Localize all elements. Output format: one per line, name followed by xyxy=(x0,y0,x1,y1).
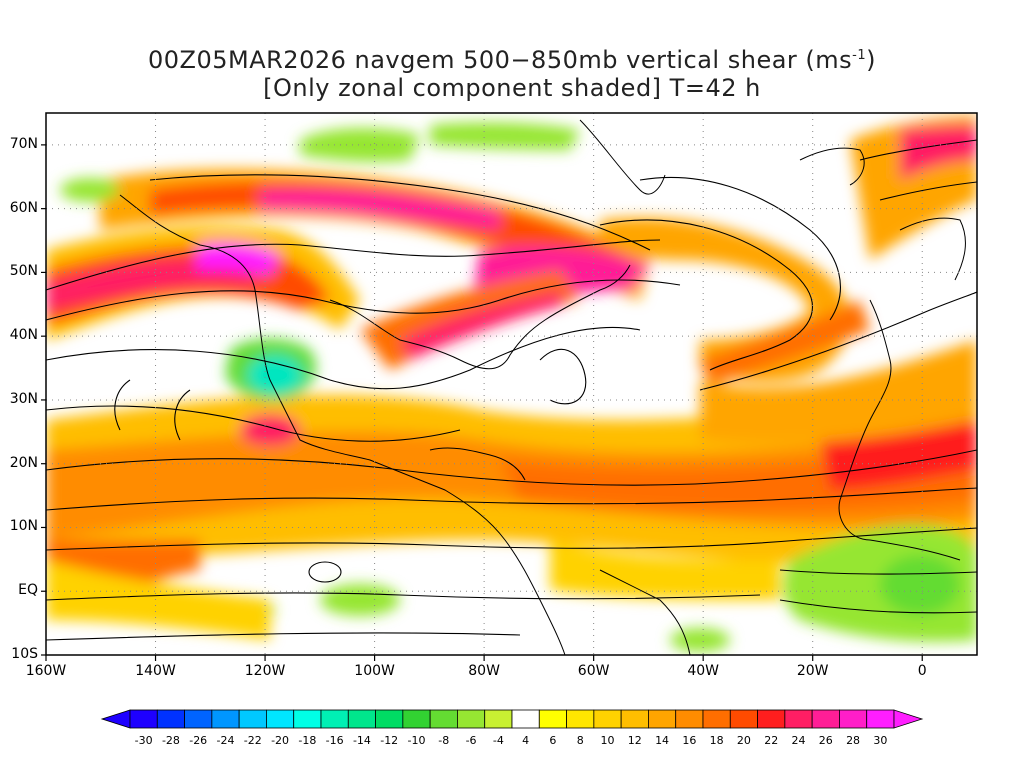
colorbar-tick-label: -20 xyxy=(271,734,290,747)
colorbar-swatch xyxy=(266,709,295,729)
colorbar-swatch xyxy=(156,709,185,729)
colorbar-swatch xyxy=(129,709,158,729)
lat-label: 30N xyxy=(9,390,38,407)
colorbar-tick-label: 28 xyxy=(846,734,861,747)
colorbar-tick-label: -12 xyxy=(380,734,399,747)
colorbar-tick-label: 18 xyxy=(709,734,724,747)
colorbar-tick-label: -16 xyxy=(325,734,344,747)
lon-label: 140W xyxy=(135,663,176,679)
colorbar-tick-label: 6 xyxy=(549,734,557,747)
colorbar-swatch xyxy=(593,709,622,729)
lat-label: EQ xyxy=(18,582,38,599)
colorbar-swatch xyxy=(347,709,376,729)
colorbar-swatch xyxy=(375,709,404,729)
colorbar-tick-label: 20 xyxy=(736,734,751,747)
lat-label: 10S xyxy=(11,646,38,662)
colorbar-tick-label: 24 xyxy=(791,734,806,747)
colorbar-tick-label: -26 xyxy=(189,734,208,747)
colorbar-min-arrow xyxy=(100,709,131,729)
colorbar-tick-label: 16 xyxy=(682,734,697,747)
colorbar-swatch xyxy=(484,709,513,729)
lon-label: 60W xyxy=(577,663,610,679)
colorbar-tick-label: 22 xyxy=(764,734,779,747)
colorbar-tick-label: 10 xyxy=(600,734,615,747)
streamlines xyxy=(46,139,977,641)
lon-label: 80W xyxy=(468,663,500,679)
colorbar-tick-label: -28 xyxy=(161,734,180,747)
colorbar-swatch xyxy=(457,709,486,729)
colorbar-swatch xyxy=(566,709,595,729)
colorbar-tick-label: 4 xyxy=(522,734,530,747)
lat-label: 20N xyxy=(9,454,38,471)
lat-label: 70N xyxy=(9,135,38,152)
colorbar-tick-label: -30 xyxy=(134,734,153,747)
lon-label: 120W xyxy=(244,663,286,679)
colorbar-swatch xyxy=(511,709,540,729)
plot-frame xyxy=(45,112,978,656)
colorbar-tick-label: -24 xyxy=(216,734,235,747)
colorbar-tick-label: -10 xyxy=(407,734,426,747)
colorbar-swatch xyxy=(211,709,240,729)
colorbar-tick-label: 14 xyxy=(655,734,670,747)
lat-label: 60N xyxy=(9,199,38,216)
graticule xyxy=(46,113,977,655)
colorbar-swatch xyxy=(784,709,813,729)
chart-title-line2: [Only zonal component shaded] T=42 h xyxy=(263,74,761,102)
colorbar-swatch xyxy=(402,709,431,729)
colorbar-swatch xyxy=(238,709,267,729)
colorbar-swatch xyxy=(839,709,868,729)
colorbar-swatch xyxy=(320,709,349,729)
lon-label: 100W xyxy=(354,663,395,679)
colorbar-tick-label: -14 xyxy=(352,734,371,747)
lon-label: 160W xyxy=(25,663,67,679)
colorbar-swatch xyxy=(538,709,567,729)
colorbar-swatch xyxy=(757,709,786,729)
colorbar-tick-label: -22 xyxy=(243,734,262,747)
lon-label: 0 xyxy=(917,663,927,679)
colorbar-swatch xyxy=(429,709,458,729)
colorbar-swatch xyxy=(811,709,840,729)
colorbar-tick-label: -8 xyxy=(438,734,450,747)
lon-label: 20W xyxy=(796,663,829,679)
colorbar-swatch xyxy=(866,709,895,729)
lon-label: 40W xyxy=(687,663,719,679)
colorbar-swatch xyxy=(675,709,704,729)
colorbar-tick-label: 8 xyxy=(576,734,584,747)
colorbar-tick-label: 30 xyxy=(873,734,888,747)
colorbar-swatch xyxy=(293,709,322,729)
coastlines xyxy=(119,119,966,655)
chart-title-line1: 00Z05MAR2026 navgem 500−850mb vertical s… xyxy=(147,46,876,74)
colorbar-swatch xyxy=(184,709,213,729)
colorbar-tick-label: 12 xyxy=(627,734,642,747)
lat-label: 10N xyxy=(9,518,38,535)
colorbar-tick-label: -6 xyxy=(465,734,477,747)
colorbar-swatch xyxy=(648,709,677,729)
colorbar-swatch xyxy=(729,709,758,729)
colorbar-swatch xyxy=(620,709,649,729)
colorbar-tick-label: -18 xyxy=(298,734,317,747)
colorbar-max-arrow xyxy=(893,709,924,729)
colorbar-swatch xyxy=(702,709,731,729)
lat-label: 40N xyxy=(9,327,38,344)
colorbar-tick-label: 26 xyxy=(818,734,833,747)
colorbar-tick-label: -4 xyxy=(492,734,504,747)
colorbar xyxy=(100,709,924,729)
lat-label: 50N xyxy=(9,263,38,280)
